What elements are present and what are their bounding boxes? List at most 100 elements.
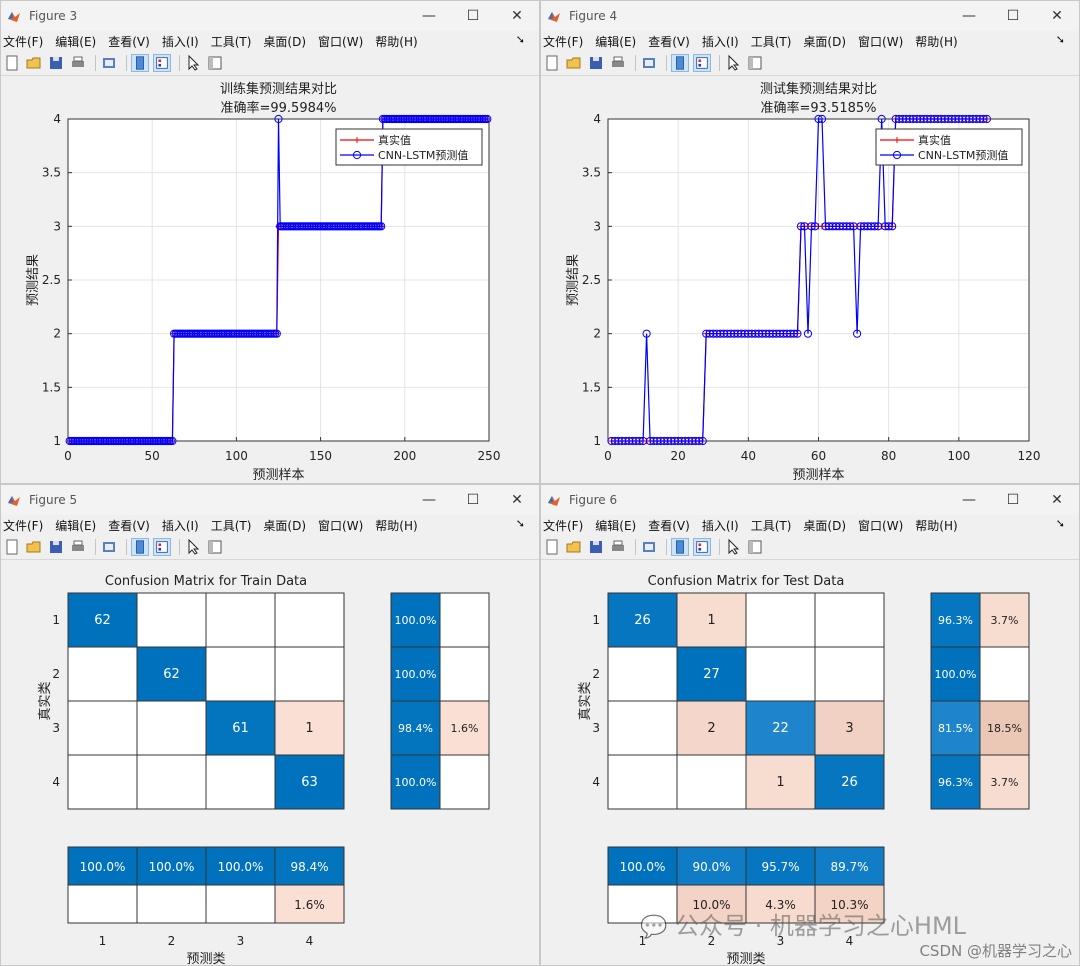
row-summary-cell bbox=[390, 646, 441, 702]
close-button[interactable]: ✕ bbox=[1051, 492, 1063, 508]
menu-file[interactable]: 文件(F) bbox=[3, 34, 44, 49]
print-preview-icon[interactable] bbox=[640, 54, 658, 72]
title-bar[interactable]: Figure 4 — ☐ ✕ bbox=[541, 1, 1079, 31]
maximize-button[interactable]: ☐ bbox=[1006, 8, 1020, 24]
open-folder-icon[interactable] bbox=[25, 54, 43, 72]
property-editor-icon[interactable] bbox=[746, 538, 764, 556]
menu-edit[interactable]: 编辑(E) bbox=[595, 34, 637, 49]
menu-desktop[interactable]: 桌面(D) bbox=[263, 34, 307, 49]
minimize-button[interactable]: — bbox=[422, 492, 436, 508]
print-preview-icon[interactable] bbox=[640, 538, 658, 556]
menu-view[interactable]: 查看(V) bbox=[648, 518, 690, 533]
menu-window[interactable]: 窗口(W) bbox=[858, 34, 904, 49]
menu-desktop[interactable]: 桌面(D) bbox=[803, 34, 847, 49]
title-bar[interactable]: Figure 5 — ☐ ✕ bbox=[1, 485, 539, 515]
link-plot-icon[interactable] bbox=[671, 538, 689, 556]
close-button[interactable]: ✕ bbox=[511, 8, 523, 24]
close-button[interactable]: ✕ bbox=[1051, 8, 1063, 24]
menu-tools[interactable]: 工具(T) bbox=[210, 518, 252, 533]
insert-legend-icon[interactable] bbox=[693, 54, 711, 72]
minimize-button[interactable]: — bbox=[422, 8, 436, 24]
property-editor-icon[interactable] bbox=[206, 54, 224, 72]
print-icon[interactable] bbox=[609, 54, 627, 72]
figure-window: Figure 4 — ☐ ✕ 文件(F) 编辑(E) 查看(V) 插入(I) 工… bbox=[540, 0, 1080, 484]
open-folder-icon[interactable] bbox=[565, 54, 583, 72]
dock-arrow-icon[interactable]: ➘ bbox=[1055, 33, 1065, 46]
maximize-button[interactable]: ☐ bbox=[466, 8, 480, 24]
menu-view[interactable]: 查看(V) bbox=[648, 34, 690, 49]
menu-window[interactable]: 窗口(W) bbox=[858, 518, 904, 533]
print-preview-icon[interactable] bbox=[100, 54, 118, 72]
menu-help[interactable]: 帮助(H) bbox=[915, 34, 958, 49]
property-editor-icon[interactable] bbox=[746, 54, 764, 72]
save-icon[interactable] bbox=[47, 538, 65, 556]
menu-file[interactable]: 文件(F) bbox=[543, 34, 584, 49]
print-preview-icon[interactable] bbox=[100, 538, 118, 556]
pointer-icon[interactable] bbox=[184, 54, 202, 72]
row-summary-value: 98.4% bbox=[398, 722, 433, 735]
menu-help[interactable]: 帮助(H) bbox=[915, 518, 958, 533]
menu-insert[interactable]: 插入(I) bbox=[161, 518, 199, 533]
link-plot-icon[interactable] bbox=[131, 54, 149, 72]
col-summary-cell bbox=[136, 884, 207, 924]
title-bar[interactable]: Figure 3 — ☐ ✕ bbox=[1, 1, 539, 31]
new-file-icon[interactable] bbox=[3, 54, 21, 72]
pointer-icon[interactable] bbox=[724, 538, 742, 556]
menu-tools[interactable]: 工具(T) bbox=[750, 518, 792, 533]
matlab-icon bbox=[547, 493, 561, 507]
dock-arrow-icon[interactable]: ➘ bbox=[515, 517, 525, 530]
menu-edit[interactable]: 编辑(E) bbox=[55, 518, 97, 533]
print-icon[interactable] bbox=[69, 538, 87, 556]
property-editor-icon[interactable] bbox=[206, 538, 224, 556]
dock-arrow-icon[interactable]: ➘ bbox=[515, 33, 525, 46]
minimize-button[interactable]: — bbox=[962, 492, 976, 508]
maximize-button[interactable]: ☐ bbox=[466, 492, 480, 508]
pointer-icon[interactable] bbox=[184, 538, 202, 556]
maximize-button[interactable]: ☐ bbox=[1006, 492, 1020, 508]
insert-legend-icon[interactable] bbox=[153, 538, 171, 556]
menu-insert[interactable]: 插入(I) bbox=[701, 34, 739, 49]
save-icon[interactable] bbox=[587, 538, 605, 556]
open-folder-icon[interactable] bbox=[25, 538, 43, 556]
insert-legend-icon[interactable] bbox=[693, 538, 711, 556]
menu-view[interactable]: 查看(V) bbox=[108, 34, 150, 49]
print-icon[interactable] bbox=[609, 538, 627, 556]
menu-window[interactable]: 窗口(W) bbox=[318, 34, 364, 49]
menu-edit[interactable]: 编辑(E) bbox=[595, 518, 637, 533]
save-icon[interactable] bbox=[587, 54, 605, 72]
toolbar-separator bbox=[95, 539, 96, 555]
menu-desktop[interactable]: 桌面(D) bbox=[263, 518, 307, 533]
menu-insert[interactable]: 插入(I) bbox=[161, 34, 199, 49]
print-icon[interactable] bbox=[69, 54, 87, 72]
insert-legend-icon[interactable] bbox=[153, 54, 171, 72]
matrix-cell-value: 27 bbox=[703, 667, 720, 682]
menu-edit[interactable]: 编辑(E) bbox=[55, 34, 97, 49]
col-summary-cell bbox=[67, 884, 138, 924]
pointer-icon[interactable] bbox=[724, 54, 742, 72]
menu-insert[interactable]: 插入(I) bbox=[701, 518, 739, 533]
save-icon[interactable] bbox=[47, 54, 65, 72]
menu-file[interactable]: 文件(F) bbox=[3, 518, 44, 533]
new-file-icon[interactable] bbox=[3, 538, 21, 556]
menu-view[interactable]: 查看(V) bbox=[108, 518, 150, 533]
data-point bbox=[642, 329, 651, 338]
title-bar[interactable]: Figure 6 — ☐ ✕ bbox=[541, 485, 1079, 515]
menu-desktop[interactable]: 桌面(D) bbox=[803, 518, 847, 533]
link-plot-icon[interactable] bbox=[671, 54, 689, 72]
open-folder-icon[interactable] bbox=[565, 538, 583, 556]
close-button[interactable]: ✕ bbox=[511, 492, 523, 508]
menu-tools[interactable]: 工具(T) bbox=[210, 34, 252, 49]
menu-help[interactable]: 帮助(H) bbox=[375, 34, 418, 49]
menu-tools[interactable]: 工具(T) bbox=[750, 34, 792, 49]
menu-file[interactable]: 文件(F) bbox=[543, 518, 584, 533]
data-point bbox=[274, 114, 283, 124]
menu-help[interactable]: 帮助(H) bbox=[375, 518, 418, 533]
new-file-icon[interactable] bbox=[543, 538, 561, 556]
col-class-label: 2 bbox=[708, 934, 716, 948]
matrix-cell bbox=[814, 646, 885, 702]
dock-arrow-icon[interactable]: ➘ bbox=[1055, 517, 1065, 530]
menu-window[interactable]: 窗口(W) bbox=[318, 518, 364, 533]
minimize-button[interactable]: — bbox=[962, 8, 976, 24]
new-file-icon[interactable] bbox=[543, 54, 561, 72]
link-plot-icon[interactable] bbox=[131, 538, 149, 556]
